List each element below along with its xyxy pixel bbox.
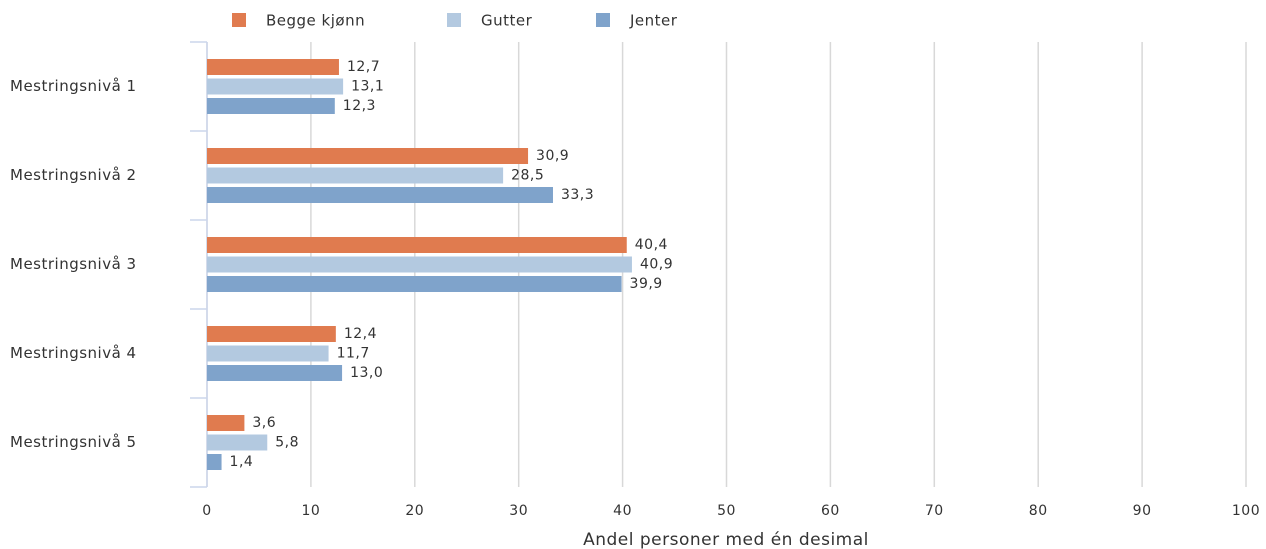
legend-label: Begge kjønn [266, 12, 365, 30]
legend-label: Jenter [629, 12, 678, 30]
value-label: 12,4 [344, 326, 377, 342]
value-label: 40,4 [635, 237, 668, 253]
bar [207, 365, 343, 381]
value-label: 30,9 [536, 148, 569, 164]
value-label: 5,8 [275, 435, 299, 451]
x-tick-label: 0 [202, 503, 211, 519]
bar [207, 415, 245, 431]
x-tick-label: 30 [509, 503, 528, 519]
value-label: 33,3 [561, 187, 594, 203]
x-tick-label: 20 [405, 503, 424, 519]
x-tick-label: 40 [613, 503, 632, 519]
bar [207, 98, 335, 114]
legend-label: Gutter [481, 12, 533, 30]
y-tick-label: Mestringsnivå 1 [10, 77, 137, 95]
value-label: 13,0 [350, 365, 383, 381]
x-tick-label: 10 [301, 503, 320, 519]
y-tick-label: Mestringsnivå 3 [10, 255, 137, 273]
bar [207, 345, 329, 362]
bar [207, 434, 268, 451]
bar [207, 256, 632, 273]
value-label: 39,9 [630, 276, 663, 292]
x-tick-label: 80 [1029, 503, 1048, 519]
x-tick-label: 100 [1232, 503, 1260, 519]
bar [207, 454, 222, 470]
bar [207, 78, 344, 95]
value-label: 11,7 [337, 346, 370, 362]
value-label: 40,9 [640, 257, 673, 273]
y-tick-label: Mestringsnivå 5 [10, 433, 137, 451]
y-tick-label: Mestringsnivå 4 [10, 344, 137, 362]
value-label: 13,1 [351, 79, 384, 95]
bar [207, 148, 529, 164]
value-label: 12,3 [343, 98, 376, 114]
x-tick-label: 70 [925, 503, 944, 519]
x-axis-title: Andel personer med én desimal [583, 530, 869, 549]
bar [207, 276, 622, 292]
bar [207, 326, 336, 342]
legend-swatch [447, 13, 461, 27]
legend-swatch [232, 13, 246, 27]
y-tick-label: Mestringsnivå 2 [10, 166, 137, 184]
bar [207, 187, 553, 203]
value-label: 3,6 [252, 415, 276, 431]
bar [207, 59, 339, 75]
x-tick-label: 60 [821, 503, 840, 519]
x-tick-label: 50 [717, 503, 736, 519]
value-label: 12,7 [347, 59, 380, 75]
legend-swatch [596, 13, 610, 27]
value-label: 1,4 [230, 454, 254, 470]
bar [207, 167, 504, 184]
value-label: 28,5 [511, 168, 544, 184]
x-tick-label: 90 [1133, 503, 1152, 519]
bar [207, 237, 627, 253]
